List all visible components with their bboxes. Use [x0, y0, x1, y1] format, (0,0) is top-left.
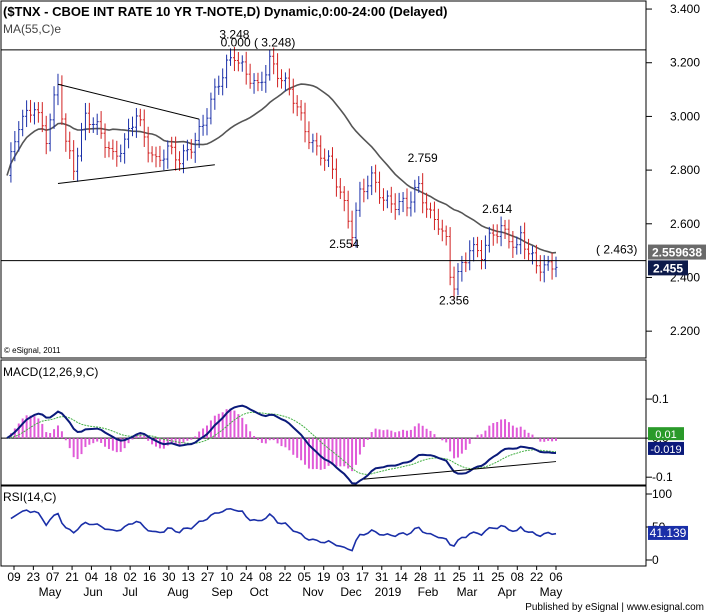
rsi-tick-label: 0 — [652, 553, 659, 567]
x-month-label: Sep — [211, 585, 233, 599]
x-month-label: Feb — [418, 585, 439, 599]
x-date-label: 17 — [356, 570, 370, 584]
price-annotation: ( 2.463) — [596, 242, 637, 256]
macd-title: MACD(12,26,9,C) — [3, 365, 98, 379]
x-date-label: 16 — [143, 570, 157, 584]
x-date-label: 23 — [27, 570, 41, 584]
published-by: Published by eSignal | www.esignal.com — [525, 602, 704, 613]
trend-lines — [1, 49, 646, 262]
macd-tick-label: 0.1 — [652, 392, 669, 406]
x-date-label: 25 — [491, 570, 505, 584]
x-month-label: Dec — [340, 585, 361, 599]
x-date-label: 10 — [220, 570, 234, 584]
price-bars — [9, 47, 558, 300]
macd-signal-line — [6, 411, 557, 475]
ma-55-line — [6, 83, 557, 254]
x-date-label: 11 — [472, 570, 485, 584]
x-date-label: 25 — [453, 570, 467, 584]
x-month-label: Nov — [302, 585, 323, 599]
x-date-label: 07 — [46, 570, 60, 584]
price-tick-label: 3.400 — [670, 2, 700, 16]
macd-plot: 0.10.0-0.10.01-0.019 — [1, 392, 684, 485]
ma-legend: MA(55,C)e — [3, 22, 61, 36]
price-value-label: 2.455 — [653, 261, 683, 275]
x-month-label: Aug — [167, 585, 188, 599]
rsi-plot: 10050041.139 — [10, 487, 688, 567]
macd-trendline — [363, 461, 557, 480]
price-value-box — [648, 260, 688, 276]
rsi-panel — [0, 485, 647, 567]
x-date-label: 02 — [123, 570, 137, 584]
x-date-label: 31 — [375, 570, 389, 584]
price-tick-label: 2.800 — [670, 163, 700, 177]
x-date-label: 18 — [104, 570, 118, 584]
rsi-line — [10, 507, 557, 552]
x-date-label: 05 — [298, 570, 312, 584]
x-month-label: Jun — [83, 585, 102, 599]
x-date-label: 09 — [7, 570, 21, 584]
x-month-label: Jul — [122, 585, 137, 599]
price-axis: 3.4003.2003.0002.8002.6002.4002.2002.559… — [646, 2, 706, 338]
triangle-lower-line — [57, 164, 215, 185]
x-date-label: 08 — [511, 570, 525, 584]
macd-signal-value-box — [648, 427, 684, 441]
macd-value-box — [648, 441, 684, 455]
triangle-upper-line — [57, 83, 200, 120]
copyright-text: © eSignal, 2011 — [4, 346, 61, 355]
ma-value-label: 2.559638 — [652, 246, 702, 260]
price-annotation: 2.759 — [408, 151, 438, 165]
macd-value: -0.019 — [650, 444, 681, 456]
price-annotation: 2.356 — [439, 293, 469, 307]
x-date-label: 08 — [259, 570, 273, 584]
macd-tick-label: -0.1 — [652, 470, 673, 484]
macd-panel — [0, 359, 647, 486]
x-date-label: 06 — [549, 570, 563, 584]
rsi-value-box — [648, 525, 688, 540]
price-panel — [0, 0, 647, 359]
x-month-label: 2019 — [375, 585, 402, 599]
x-date-label: 27 — [201, 570, 215, 584]
ma-value-box — [648, 244, 706, 260]
x-month-label: Mar — [457, 585, 478, 599]
rsi-value: 41.139 — [650, 526, 687, 540]
x-date-label: 03 — [336, 570, 350, 584]
macd-line — [6, 404, 557, 485]
price-tick-label: 3.200 — [670, 56, 700, 70]
macd-signal-value: 0.01 — [655, 429, 676, 441]
price-annotation: 2.614 — [482, 202, 512, 216]
rsi-tick-label: 100 — [652, 487, 672, 501]
x-date-label: 28 — [414, 570, 428, 584]
price-annotation: 0.000 ( 3.248) — [221, 36, 296, 50]
price-tick-label: 2.600 — [670, 217, 700, 231]
x-date-label: 21 — [65, 570, 79, 584]
x-month-label: May — [540, 585, 563, 599]
x-date-label: 14 — [394, 570, 408, 584]
ma-line — [6, 83, 557, 254]
x-month-label: Oct — [250, 585, 269, 599]
price-tick-label: 3.000 — [670, 109, 700, 123]
x-date-label: 11 — [434, 570, 447, 584]
x-month-label: Apr — [498, 585, 517, 599]
x-date-label: 13 — [182, 570, 196, 584]
x-date-label: 22 — [530, 570, 544, 584]
x-date-label: 24 — [240, 570, 254, 584]
x-date-label: 19 — [317, 570, 331, 584]
x-axis: 09 23 07 21 04 18 02 16 30 13 27 10 24 08 22 05 19 03 17 31… — [7, 566, 563, 599]
x-date-label: 22 — [278, 570, 292, 584]
price-annotation: 2.554 — [329, 237, 359, 251]
chart-title: ($TNX - CBOE INT RATE 10 YR T-NOTE,D) Dy… — [3, 4, 448, 19]
price-annotation: 3.248 — [219, 28, 249, 42]
rsi-title: RSI(14,C) — [3, 490, 56, 504]
x-month-label: May — [39, 585, 62, 599]
price-tick-label: 2.200 — [670, 324, 700, 338]
x-date-label: 30 — [162, 570, 176, 584]
x-date-label: 04 — [85, 570, 99, 584]
